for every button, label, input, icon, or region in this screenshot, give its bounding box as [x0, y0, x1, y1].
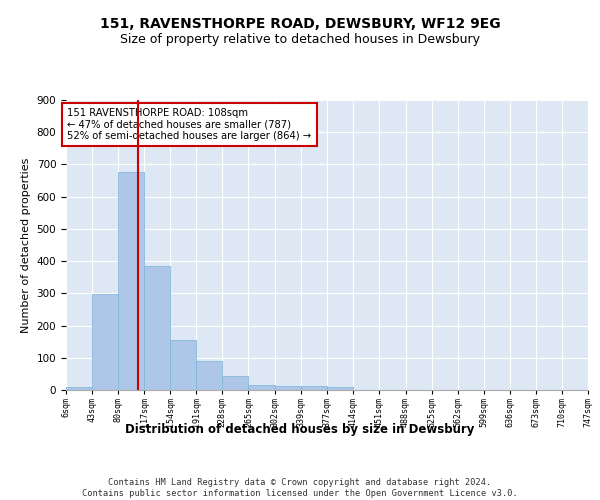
Text: Distribution of detached houses by size in Dewsbury: Distribution of detached houses by size …: [125, 422, 475, 436]
Bar: [196, 360, 223, 390]
Text: Contains HM Land Registry data © Crown copyright and database right 2024.
Contai: Contains HM Land Registry data © Crown c…: [82, 478, 518, 498]
Text: 151, RAVENSTHORPE ROAD, DEWSBURY, WF12 9EG: 151, RAVENSTHORPE ROAD, DEWSBURY, WF12 9…: [100, 18, 500, 32]
Bar: [92, 294, 118, 390]
Y-axis label: Number of detached properties: Number of detached properties: [21, 158, 31, 332]
Bar: [328, 387, 353, 390]
Text: 151 RAVENSTHORPE ROAD: 108sqm
← 47% of detached houses are smaller (787)
52% of : 151 RAVENSTHORPE ROAD: 108sqm ← 47% of d…: [67, 108, 311, 142]
Bar: [301, 386, 328, 390]
Text: Size of property relative to detached houses in Dewsbury: Size of property relative to detached ho…: [120, 32, 480, 46]
Bar: [248, 385, 275, 390]
Bar: [66, 387, 92, 390]
Bar: [118, 172, 144, 390]
Bar: [144, 266, 170, 390]
Bar: [223, 376, 248, 390]
Bar: [170, 340, 196, 390]
Bar: [275, 386, 301, 390]
